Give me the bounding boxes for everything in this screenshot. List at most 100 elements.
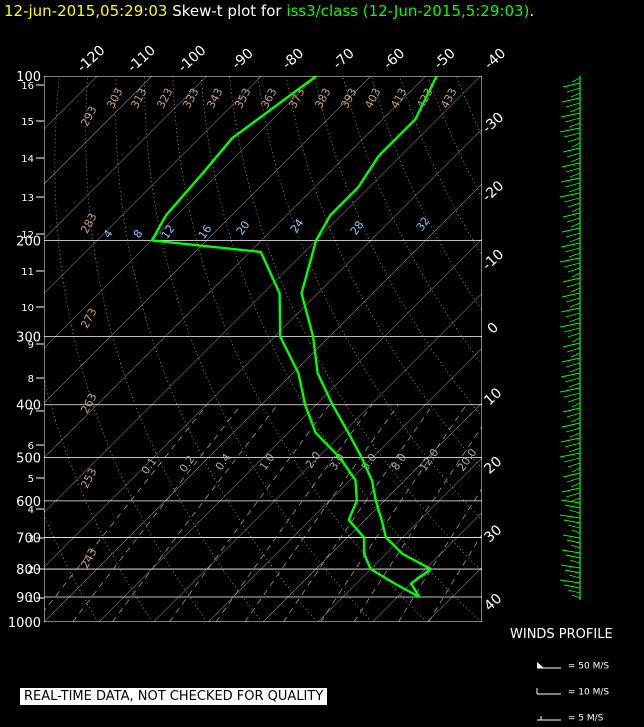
dry-adiabat-label: 333 [180, 86, 201, 111]
wind-barb [568, 317, 581, 323]
wind-barb [563, 519, 581, 524]
wind-barb [570, 544, 581, 549]
wind-barb [559, 579, 581, 584]
right-temperature-label: -20 [479, 178, 507, 205]
wind-barb [563, 327, 581, 333]
wind-barb [564, 569, 581, 574]
wind-barb [562, 534, 581, 539]
dry-adiabat-label: 393 [338, 86, 359, 111]
dry-adiabat-label: 383 [312, 86, 333, 111]
isotherm-line [44, 128, 482, 568]
wind-barb [559, 452, 581, 458]
mixing-ratio-label: 32 [414, 215, 433, 234]
isotherm-line [44, 76, 207, 240]
isotherm-line [44, 76, 426, 459]
wind-barb [563, 392, 581, 398]
wind-barb [567, 332, 581, 338]
top-temperature-label: -90 [229, 45, 257, 72]
wind-barb [567, 137, 581, 143]
wind-barb [562, 472, 581, 478]
dry-adiabat-label: 403 [362, 86, 383, 111]
mixing-ratio-line [44, 404, 208, 612]
wind-barb [564, 182, 581, 188]
wind-barb [565, 167, 581, 173]
dry-adiabat-line [370, 76, 482, 312]
pressure-tick-label: 1000 [8, 616, 41, 631]
wind-barb [563, 457, 581, 463]
height-km-label: 14 [21, 154, 34, 165]
top-temperature-label: -100 [175, 42, 209, 75]
right-temperature-label: -30 [479, 109, 507, 136]
wind-barb [561, 97, 581, 103]
isotherm-line [44, 76, 98, 130]
wind-barb [564, 312, 581, 318]
wind-barb [569, 559, 581, 564]
isotherm-line [481, 621, 482, 622]
quality-notice: REAL-TIME DATA, NOT CHECKED FOR QUALITY [20, 688, 328, 705]
wind-barb [564, 377, 581, 383]
wind-barb [560, 112, 581, 118]
wind-barb [571, 594, 581, 599]
wind-barb [559, 127, 581, 133]
wind-barb [559, 387, 581, 393]
wind-barb [569, 302, 581, 308]
dry-adiabat-line [229, 76, 482, 572]
wind-legend-5: = 5 M/S [537, 713, 604, 724]
dry-adiabat-line [513, 76, 644, 622]
wind-barb [566, 539, 581, 544]
dry-adiabat-label: 433 [438, 86, 459, 111]
wind-barb [560, 437, 581, 443]
dry-adiabat-line [427, 76, 482, 198]
height-km-label: 11 [21, 267, 34, 278]
wind-barb [566, 152, 581, 158]
height-km-label: 15 [21, 117, 34, 128]
winds-profile-layer [559, 76, 581, 600]
wind-barb [560, 499, 581, 504]
wind-barb [562, 82, 581, 88]
mixing-ratio-line [398, 487, 482, 622]
isotherm-line [44, 76, 153, 185]
height-km-label: 7 [28, 407, 34, 418]
mixing-ratio-label: 16 [196, 223, 215, 242]
wind-barb [569, 107, 581, 113]
wind-barb [560, 564, 581, 569]
wind-barb [561, 422, 581, 428]
wind-barb [571, 529, 581, 534]
height-km-label: 5 [28, 474, 34, 485]
height-km-label: 16 [21, 81, 34, 92]
mixing-ratio-label: 1.0 [257, 451, 278, 473]
mixing-ratio-line [283, 404, 434, 622]
isotherm-line [98, 238, 482, 622]
wind-barb [571, 77, 581, 83]
mixing-ratio-label: 0.4 [213, 451, 234, 473]
wind-barb [569, 367, 581, 373]
title-source: iss3/class (12-Jun-2015,5:29:03) [286, 2, 530, 20]
wind-barb [570, 157, 581, 163]
dry-adiabat-label: 303 [104, 86, 125, 111]
right-temperature-label: 40 [481, 591, 505, 615]
dry-adiabat-line [485, 76, 644, 622]
height-km-label: 4 [28, 505, 34, 516]
wind-barb [566, 412, 581, 418]
mixing-ratio-line [112, 404, 278, 622]
mixing-ratio-label: 5.0 [359, 451, 380, 473]
wind-barb [562, 407, 581, 413]
wind-barb [565, 427, 581, 433]
dry-adiabat-line [54, 76, 208, 622]
wind-barb [563, 132, 581, 138]
wind-barb [563, 262, 581, 268]
dry-adiabat-line [44, 513, 99, 622]
wind-barb [560, 177, 581, 183]
temperature-profile-line [300, 76, 438, 598]
wind-barb [569, 237, 581, 243]
dry-adiabat-label: 413 [388, 86, 409, 111]
wind-barb [563, 584, 581, 589]
wind-barb [570, 352, 581, 358]
wind-barb [571, 207, 581, 213]
mixing-ratio-line [215, 404, 373, 622]
wind-barb [566, 217, 581, 223]
dry-adiabat-label: 253 [78, 466, 99, 491]
mixing-ratio-label: 20 [234, 219, 253, 238]
height-km-label: 9 [28, 340, 34, 351]
